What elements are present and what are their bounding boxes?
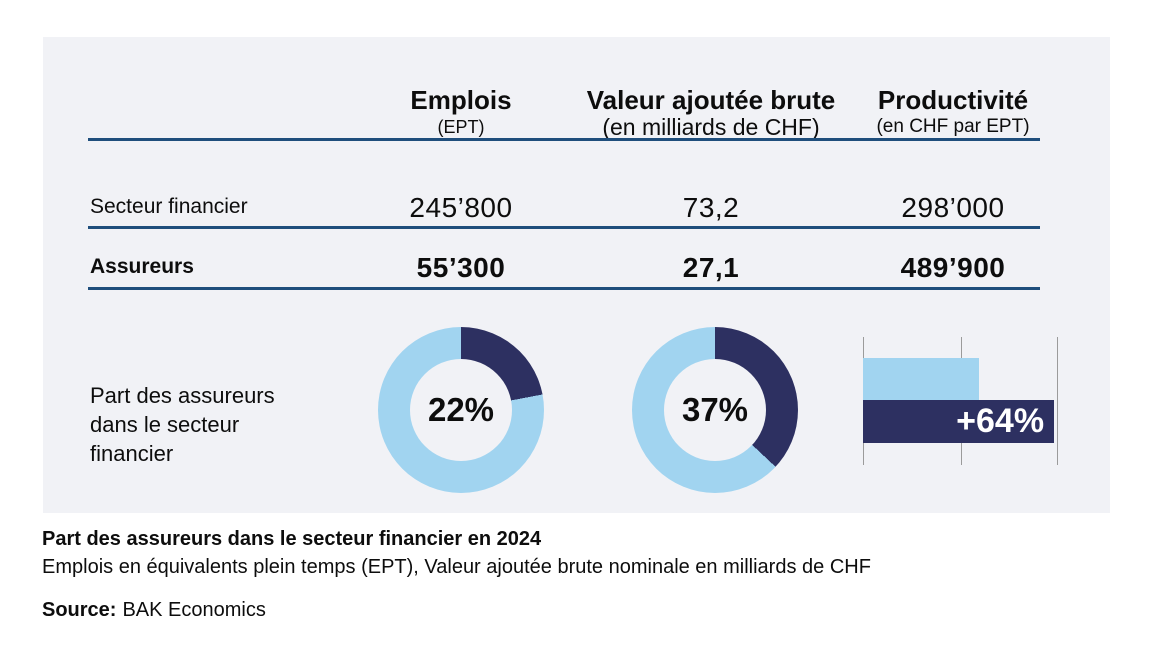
- donut-chart-valeur-ajoutee: 37%: [632, 327, 798, 493]
- row-divider: [88, 226, 1040, 229]
- column-header-unit: (en CHF par EPT): [876, 116, 1030, 137]
- bar-assureurs: +64%: [863, 400, 1055, 443]
- chart-panel: Emplois (EPT) Valeur ajoutée brute (en m…: [43, 37, 1110, 513]
- source-value: BAK Economics: [122, 599, 266, 621]
- donut-hole: 37%: [664, 359, 766, 461]
- column-header-unit: (EPT): [437, 117, 485, 137]
- donut-percentage-label: 37%: [681, 391, 749, 428]
- share-row-label: Part des assureurs dans le secteur finan…: [90, 381, 275, 468]
- gridline: [1057, 337, 1058, 465]
- figure-subtitle: Emplois en équivalents plein temps (EPT)…: [42, 556, 871, 578]
- donut-chart-emplois: 22%: [378, 327, 544, 493]
- cell-assureurs-productivite: 489’900: [900, 252, 1006, 283]
- bar-chart-productivite: +64%: [863, 337, 1058, 465]
- source-line: Source: BAK Economics: [42, 599, 266, 622]
- column-header-valeur-ajoutee: Valeur ajoutée brute (en milliards de CH…: [587, 85, 836, 139]
- share-row-label-line: dans le secteur: [90, 412, 240, 437]
- cell-secteur-vab: 73,2: [682, 192, 740, 223]
- column-header-label: Emplois: [410, 85, 512, 115]
- donut-hole: 22%: [410, 359, 512, 461]
- column-header-label: Valeur ajoutée brute: [586, 85, 836, 115]
- cell-secteur-emplois: 245’800: [409, 192, 513, 223]
- row-label-secteur-financier: Secteur financier: [90, 195, 248, 218]
- bar-secteur-financier: [863, 358, 980, 400]
- column-header-label: Productivité: [877, 85, 1029, 115]
- column-header-emplois: Emplois (EPT): [410, 85, 511, 139]
- source-label: Source:: [42, 599, 117, 621]
- bar-delta-label: +64%: [956, 402, 1045, 440]
- column-header-unit: (en milliards de CHF): [602, 114, 820, 140]
- share-row-label-line: financier: [90, 441, 174, 466]
- cell-assureurs-emplois: 55’300: [416, 252, 506, 283]
- figure-title: Part des assureurs dans le secteur finan…: [42, 528, 542, 550]
- share-row-label-line: Part des assureurs: [90, 383, 275, 408]
- cell-assureurs-vab: 27,1: [682, 252, 740, 283]
- row-divider: [88, 287, 1040, 290]
- donut-percentage-label: 22%: [427, 391, 495, 428]
- row-label-assureurs: Assureurs: [90, 255, 194, 278]
- header-divider: [88, 138, 1040, 141]
- column-header-productivite: Productivité (en CHF par EPT): [876, 85, 1029, 139]
- cell-secteur-productivite: 298’000: [901, 192, 1005, 223]
